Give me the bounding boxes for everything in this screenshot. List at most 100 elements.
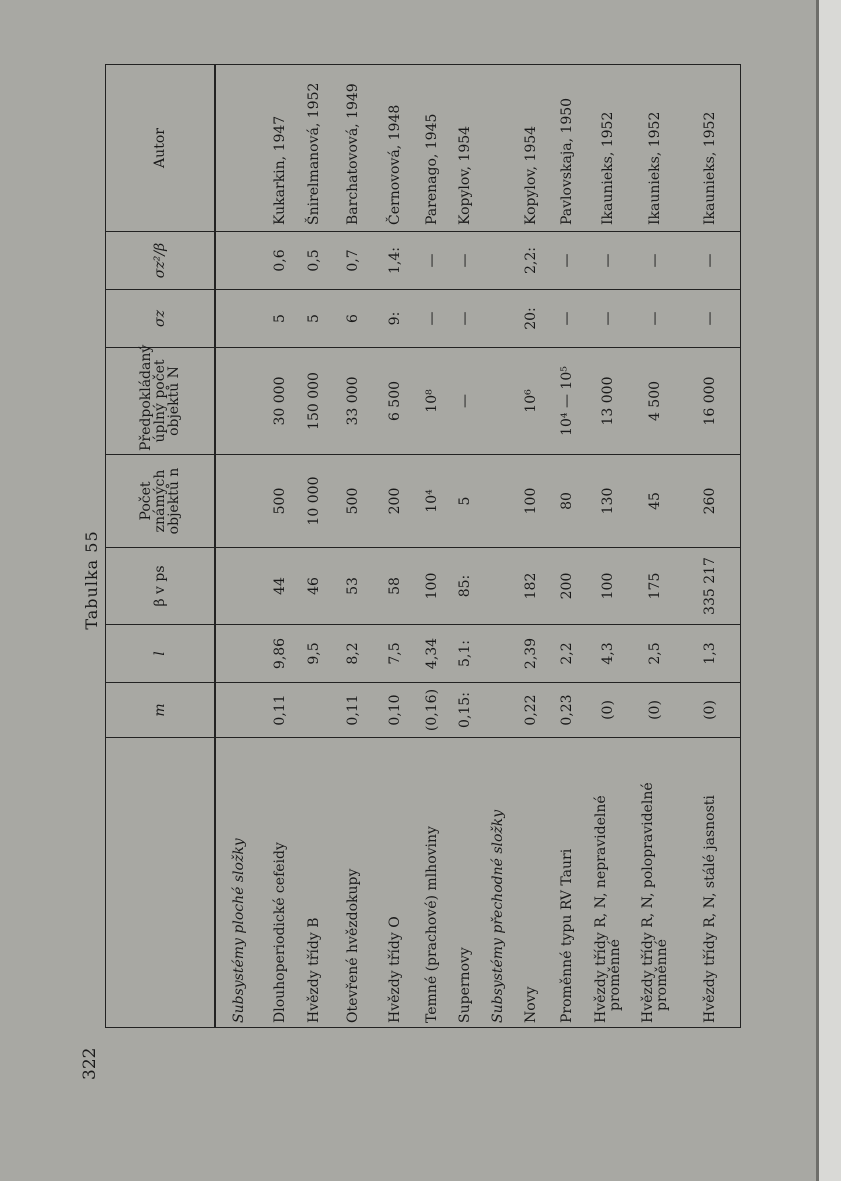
cell-beta: 182 bbox=[514, 547, 548, 625]
cell-author: Černovová, 1948 bbox=[375, 64, 415, 232]
cell-l: 2,2 bbox=[548, 624, 585, 683]
empty-cell bbox=[215, 682, 262, 738]
cell-l: 9,5 bbox=[297, 624, 330, 683]
empty-cell bbox=[215, 64, 262, 232]
table-row: Hvězdy třídy R, N, stálé jasnosti (0) 1,3 3… bbox=[680, 64, 740, 1028]
header-object-type bbox=[105, 737, 215, 1028]
cell-author: Ikaunieks, 1952 bbox=[630, 64, 680, 232]
next-page-edge bbox=[819, 0, 841, 1181]
cell-sigma-ratio: — bbox=[415, 231, 448, 290]
cell-m: 0,15: bbox=[448, 682, 482, 738]
cell-m: 0,10 bbox=[375, 682, 415, 738]
cell-author: Barchatovová, 1949 bbox=[330, 64, 375, 232]
cell-sigma-ratio: 2,2: bbox=[514, 231, 548, 290]
cell-known-count: 500 bbox=[330, 454, 375, 548]
empty-cell bbox=[215, 289, 262, 348]
cell-beta: 100 bbox=[585, 547, 630, 625]
header-known-count: Počet známých objektů n bbox=[105, 454, 215, 548]
cell-m: (0) bbox=[585, 682, 630, 738]
cell-beta: 53 bbox=[330, 547, 375, 625]
cell-sigma-ratio: — bbox=[585, 231, 630, 290]
cell-total-count: 150 000 bbox=[297, 347, 330, 455]
section-title: Subsystémy přechodné složky bbox=[482, 737, 514, 1028]
section-row: Subsystémy přechodné složky bbox=[482, 64, 514, 1028]
cell-known-count: 130 bbox=[585, 454, 630, 548]
cell-l: 4,3 bbox=[585, 624, 630, 683]
empty-cell bbox=[215, 624, 262, 683]
cell-beta: 335 217 bbox=[680, 547, 740, 625]
cell-total-count: 6 500 bbox=[375, 347, 415, 455]
cell-m: (0,16) bbox=[415, 682, 448, 738]
cell-author: Kukarkin, 1947 bbox=[262, 64, 297, 232]
empty-cell bbox=[482, 64, 514, 232]
cell-m: (0) bbox=[680, 682, 740, 738]
cell-m: 0,22 bbox=[514, 682, 548, 738]
cell-object-type: Hvězdy třídy B bbox=[297, 737, 330, 1028]
cell-sigma-z: — bbox=[680, 289, 740, 348]
page-number: 322 bbox=[80, 1047, 100, 1080]
cell-known-count: 500 bbox=[262, 454, 297, 548]
table-row: Hvězdy třídy R, N, polopravidelné proměn… bbox=[630, 64, 680, 1028]
cell-sigma-z: 5 bbox=[262, 289, 297, 348]
cell-m: 0,11 bbox=[330, 682, 375, 738]
cell-object-type: Hvězdy třídy O bbox=[375, 737, 415, 1028]
cell-object-type: Hvězdy třídy R, N, stálé jasnosti bbox=[680, 737, 740, 1028]
cell-author: Kopylov, 1954 bbox=[448, 64, 482, 232]
empty-cell bbox=[482, 682, 514, 738]
cell-total-count: 13 000 bbox=[585, 347, 630, 455]
cell-l: 2,5 bbox=[630, 624, 680, 683]
cell-beta: 46 bbox=[297, 547, 330, 625]
cell-known-count: 80 bbox=[548, 454, 585, 548]
cell-author: Kopylov, 1954 bbox=[514, 64, 548, 232]
cell-sigma-ratio: — bbox=[680, 231, 740, 290]
header-m: m bbox=[105, 682, 215, 738]
table-row: Supernovy 0,15: 5,1: 85: 5— — — Kopylov, 1954 bbox=[448, 64, 482, 1028]
cell-sigma-z: 5 bbox=[297, 289, 330, 348]
empty-cell bbox=[215, 547, 262, 625]
section-row: Subsystémy ploché složky bbox=[215, 64, 262, 1028]
cell-sigma-ratio: 0,7 bbox=[330, 231, 375, 290]
cell-total-count: — bbox=[448, 347, 482, 455]
cell-total-count: 4 500 bbox=[630, 347, 680, 455]
table-title: Tabulka 55 bbox=[82, 530, 101, 630]
cell-author: Ikaunieks, 1952 bbox=[585, 64, 630, 232]
cell-object-type: Otevřené hvězdokupy bbox=[330, 737, 375, 1028]
cell-object-type: Hvězdy třídy R, N, polopravidelné proměn… bbox=[630, 737, 680, 1028]
header-sigma-z: σz bbox=[105, 289, 215, 348]
empty-cell bbox=[482, 454, 514, 548]
cell-author: Šnirelmanová, 1952 bbox=[297, 64, 330, 232]
page-shadow bbox=[816, 0, 819, 1181]
empty-cell bbox=[215, 231, 262, 290]
cell-total-count: 30 000 bbox=[262, 347, 297, 455]
cell-m: (0) bbox=[630, 682, 680, 738]
cell-beta: 44 bbox=[262, 547, 297, 625]
table-row: Hvězdy třídy O 0,10 7,5 58 200 6 500 9: 1,4: Čer… bbox=[375, 64, 415, 1028]
table-row: Hvězdy třídy B 9,5 46 10 000 150 000 5 0,5 Šnir… bbox=[297, 64, 330, 1028]
cell-l: 5,1: bbox=[448, 624, 482, 683]
cell-total-count: 10⁸ bbox=[415, 347, 448, 455]
header-beta: β v ps bbox=[105, 547, 215, 625]
section-title: Subsystémy ploché složky bbox=[215, 737, 262, 1028]
cell-known-count: 45 bbox=[630, 454, 680, 548]
cell-object-type: Proměnné typu RV Tauri bbox=[548, 737, 585, 1028]
cell-beta: 200 bbox=[548, 547, 585, 625]
cell-sigma-z: — bbox=[415, 289, 448, 348]
header-author: Autor bbox=[105, 64, 215, 232]
table-row: Otevřené hvězdokupy 0,11 8,2 53 500 33 000 6 0,… bbox=[330, 64, 375, 1028]
cell-sigma-z: — bbox=[585, 289, 630, 348]
cell-beta: 100 bbox=[415, 547, 448, 625]
cell-sigma-z: — bbox=[548, 289, 585, 348]
cell-m: 0,11 bbox=[262, 682, 297, 738]
cell-known-count: 5 bbox=[448, 454, 482, 548]
cell-total-count: 16 000 bbox=[680, 347, 740, 455]
cell-known-count: 10⁴ bbox=[415, 454, 448, 548]
cell-l: 9,86 bbox=[262, 624, 297, 683]
cell-l: 8,2 bbox=[330, 624, 375, 683]
table-row: Hvězdy třídy R, N, nepravidelné proměnné… bbox=[585, 64, 630, 1028]
table-row: Proměnné typu RV Tauri 0,23 2,2 200 80 10⁴ — … bbox=[548, 64, 585, 1028]
cell-known-count: 200 bbox=[375, 454, 415, 548]
cell-l: 4,34 bbox=[415, 624, 448, 683]
cell-sigma-ratio: 0,6 bbox=[262, 231, 297, 290]
